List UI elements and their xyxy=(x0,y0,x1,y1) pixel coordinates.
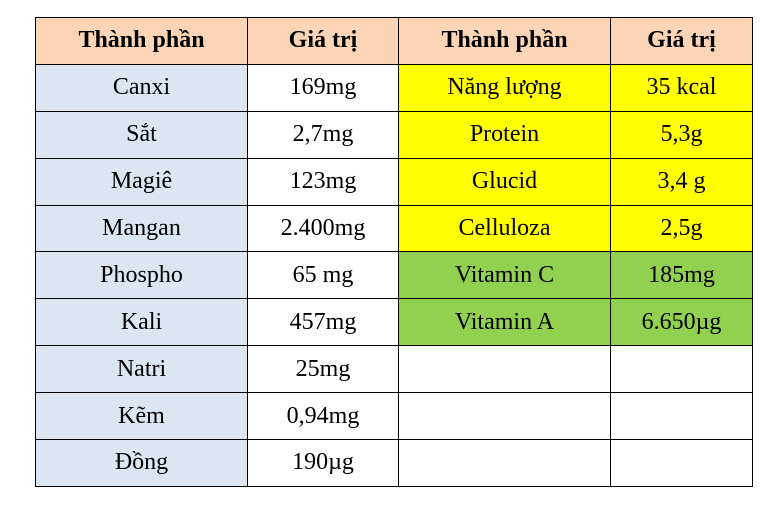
header-cell: Giá trị xyxy=(610,17,753,65)
value-cell: 457mg xyxy=(247,298,399,347)
name-cell: Vitamin A xyxy=(398,298,611,347)
empty-cell xyxy=(398,439,611,487)
name-cell: Canxi xyxy=(35,63,248,112)
value-cell: 0,94mg xyxy=(247,392,399,441)
value-cell: 2,5g xyxy=(610,204,753,253)
name-cell: Magiê xyxy=(35,157,248,206)
table-row: Phospho 65 mg Vitamin C 185mg xyxy=(35,251,753,300)
header-row: Thành phần Giá trị Thành phần Giá trị xyxy=(35,17,753,65)
value-cell: 169mg xyxy=(247,63,399,112)
value-cell: 3,4 g xyxy=(610,157,753,206)
value-cell: 6.650µg xyxy=(610,298,753,347)
empty-cell xyxy=(398,345,611,394)
header-cell: Thành phần xyxy=(398,17,611,65)
name-cell: Vitamin C xyxy=(398,251,611,300)
empty-cell xyxy=(610,392,753,441)
value-cell: 2.400mg xyxy=(247,204,399,253)
value-cell: 65 mg xyxy=(247,251,399,300)
name-cell: Phospho xyxy=(35,251,248,300)
value-cell: 25mg xyxy=(247,345,399,394)
table-row: Canxi 169mg Năng lượng 35 kcal xyxy=(35,63,753,112)
name-cell: Mangan xyxy=(35,204,248,253)
name-cell: Celluloza xyxy=(398,204,611,253)
value-cell: 5,3g xyxy=(610,110,753,159)
name-cell: Natri xyxy=(35,345,248,394)
table-row: Kali 457mg Vitamin A 6.650µg xyxy=(35,298,753,347)
table-row: Natri 25mg xyxy=(35,345,753,394)
name-cell: Protein xyxy=(398,110,611,159)
name-cell: Sắt xyxy=(35,110,248,159)
nutrition-table: Thành phần Giá trị Thành phần Giá trị Ca… xyxy=(35,17,753,487)
header-cell: Thành phần xyxy=(35,17,248,65)
table-row: Sắt 2,7mg Protein 5,3g xyxy=(35,110,753,159)
table-row: Mangan 2.400mg Celluloza 2,5g xyxy=(35,204,753,253)
name-cell: Glucid xyxy=(398,157,611,206)
value-cell: 35 kcal xyxy=(610,63,753,112)
value-cell: 190µg xyxy=(247,439,399,487)
name-cell: Đồng xyxy=(35,439,248,487)
empty-cell xyxy=(610,345,753,394)
table-body: Canxi 169mg Năng lượng 35 kcal Sắt 2,7mg Prote… xyxy=(35,63,753,487)
name-cell: Năng lượng xyxy=(398,63,611,112)
table-row: Kẽm 0,94mg xyxy=(35,392,753,441)
value-cell: 2,7mg xyxy=(247,110,399,159)
table-row: Magiê 123mg Glucid 3,4 g xyxy=(35,157,753,206)
name-cell: Kẽm xyxy=(35,392,248,441)
header-cell: Giá trị xyxy=(247,17,399,65)
empty-cell xyxy=(398,392,611,441)
value-cell: 185mg xyxy=(610,251,753,300)
name-cell: Kali xyxy=(35,298,248,347)
value-cell: 123mg xyxy=(247,157,399,206)
empty-cell xyxy=(610,439,753,487)
table-row: Đồng 190µg xyxy=(35,439,753,487)
